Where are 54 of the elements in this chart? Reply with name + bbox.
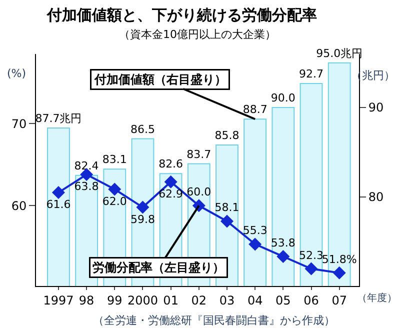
data-label: 92.7 <box>299 67 324 80</box>
x-tick-label: 07 <box>332 293 347 308</box>
data-label: 90.0 <box>270 92 296 105</box>
data-label: 61.6 <box>46 198 71 212</box>
data-label: 82.6 <box>158 158 184 171</box>
point <box>220 214 234 228</box>
data-label: 88.7 <box>242 103 268 116</box>
data-label: 87.7兆円 <box>35 112 82 126</box>
point <box>276 250 290 263</box>
point <box>108 182 122 196</box>
text: 労働分配率（左目盛り） <box>92 260 224 274</box>
x-tick-label: 01 <box>163 293 178 308</box>
point <box>248 238 262 251</box>
x-axis-title: （年度） <box>357 292 397 304</box>
data-label: 95.0兆円 <box>316 46 363 60</box>
x-tick-label: 02 <box>191 293 207 308</box>
data-label: 53.8 <box>270 236 296 250</box>
point <box>332 266 346 280</box>
data-label: 62.0 <box>102 194 127 208</box>
y-tick-label: 70 <box>11 116 27 131</box>
x-tick-label: 06 <box>304 293 319 308</box>
y2-tick-label: 80 <box>368 190 384 204</box>
point <box>304 262 318 276</box>
x-tick-label: 05 <box>276 293 291 308</box>
data-label: 58.1 <box>214 201 240 214</box>
x-tick-label: 2000 <box>127 293 158 308</box>
x-tick-label: 99 <box>107 293 122 308</box>
data-label: 63.8 <box>74 180 99 194</box>
data-label: 83.7 <box>186 148 212 161</box>
data-label: 86.5 <box>130 122 155 136</box>
x-tick-label: 98 <box>78 293 94 308</box>
x-tick-label: 03 <box>219 293 235 308</box>
point <box>52 186 65 200</box>
data-label: 62.9 <box>158 187 184 200</box>
data-label: 82.4 <box>74 159 99 172</box>
data-label: 59.8 <box>130 212 155 226</box>
chart-subtitle: （資本金10億円以上の大企業） <box>119 28 276 41</box>
x-tick-label: 1997 <box>43 293 74 308</box>
x-tick-label: 04 <box>247 293 263 308</box>
data-label: 85.8 <box>214 129 240 142</box>
data-label: 83.1 <box>102 153 127 166</box>
text: 付加価値額（右目盛り） <box>94 72 226 86</box>
y-axis-title: (%) <box>7 67 26 80</box>
y-tick-label: 60 <box>11 198 27 213</box>
data-label: 60.0 <box>186 186 212 199</box>
point <box>136 200 150 214</box>
data-label: 55.3 <box>242 224 268 238</box>
chart-title: 付加価値額と、下がり続ける労働分配率 <box>46 6 317 24</box>
y2-axis-title: （兆円） <box>351 69 395 82</box>
text: （全労連・労働総研『国民春闘白書』から作成） <box>93 314 335 327</box>
point <box>164 175 178 188</box>
y2-tick-label: 90 <box>368 100 384 115</box>
data-label: 51.8% <box>322 252 357 266</box>
data-label: 52.3 <box>299 248 324 262</box>
